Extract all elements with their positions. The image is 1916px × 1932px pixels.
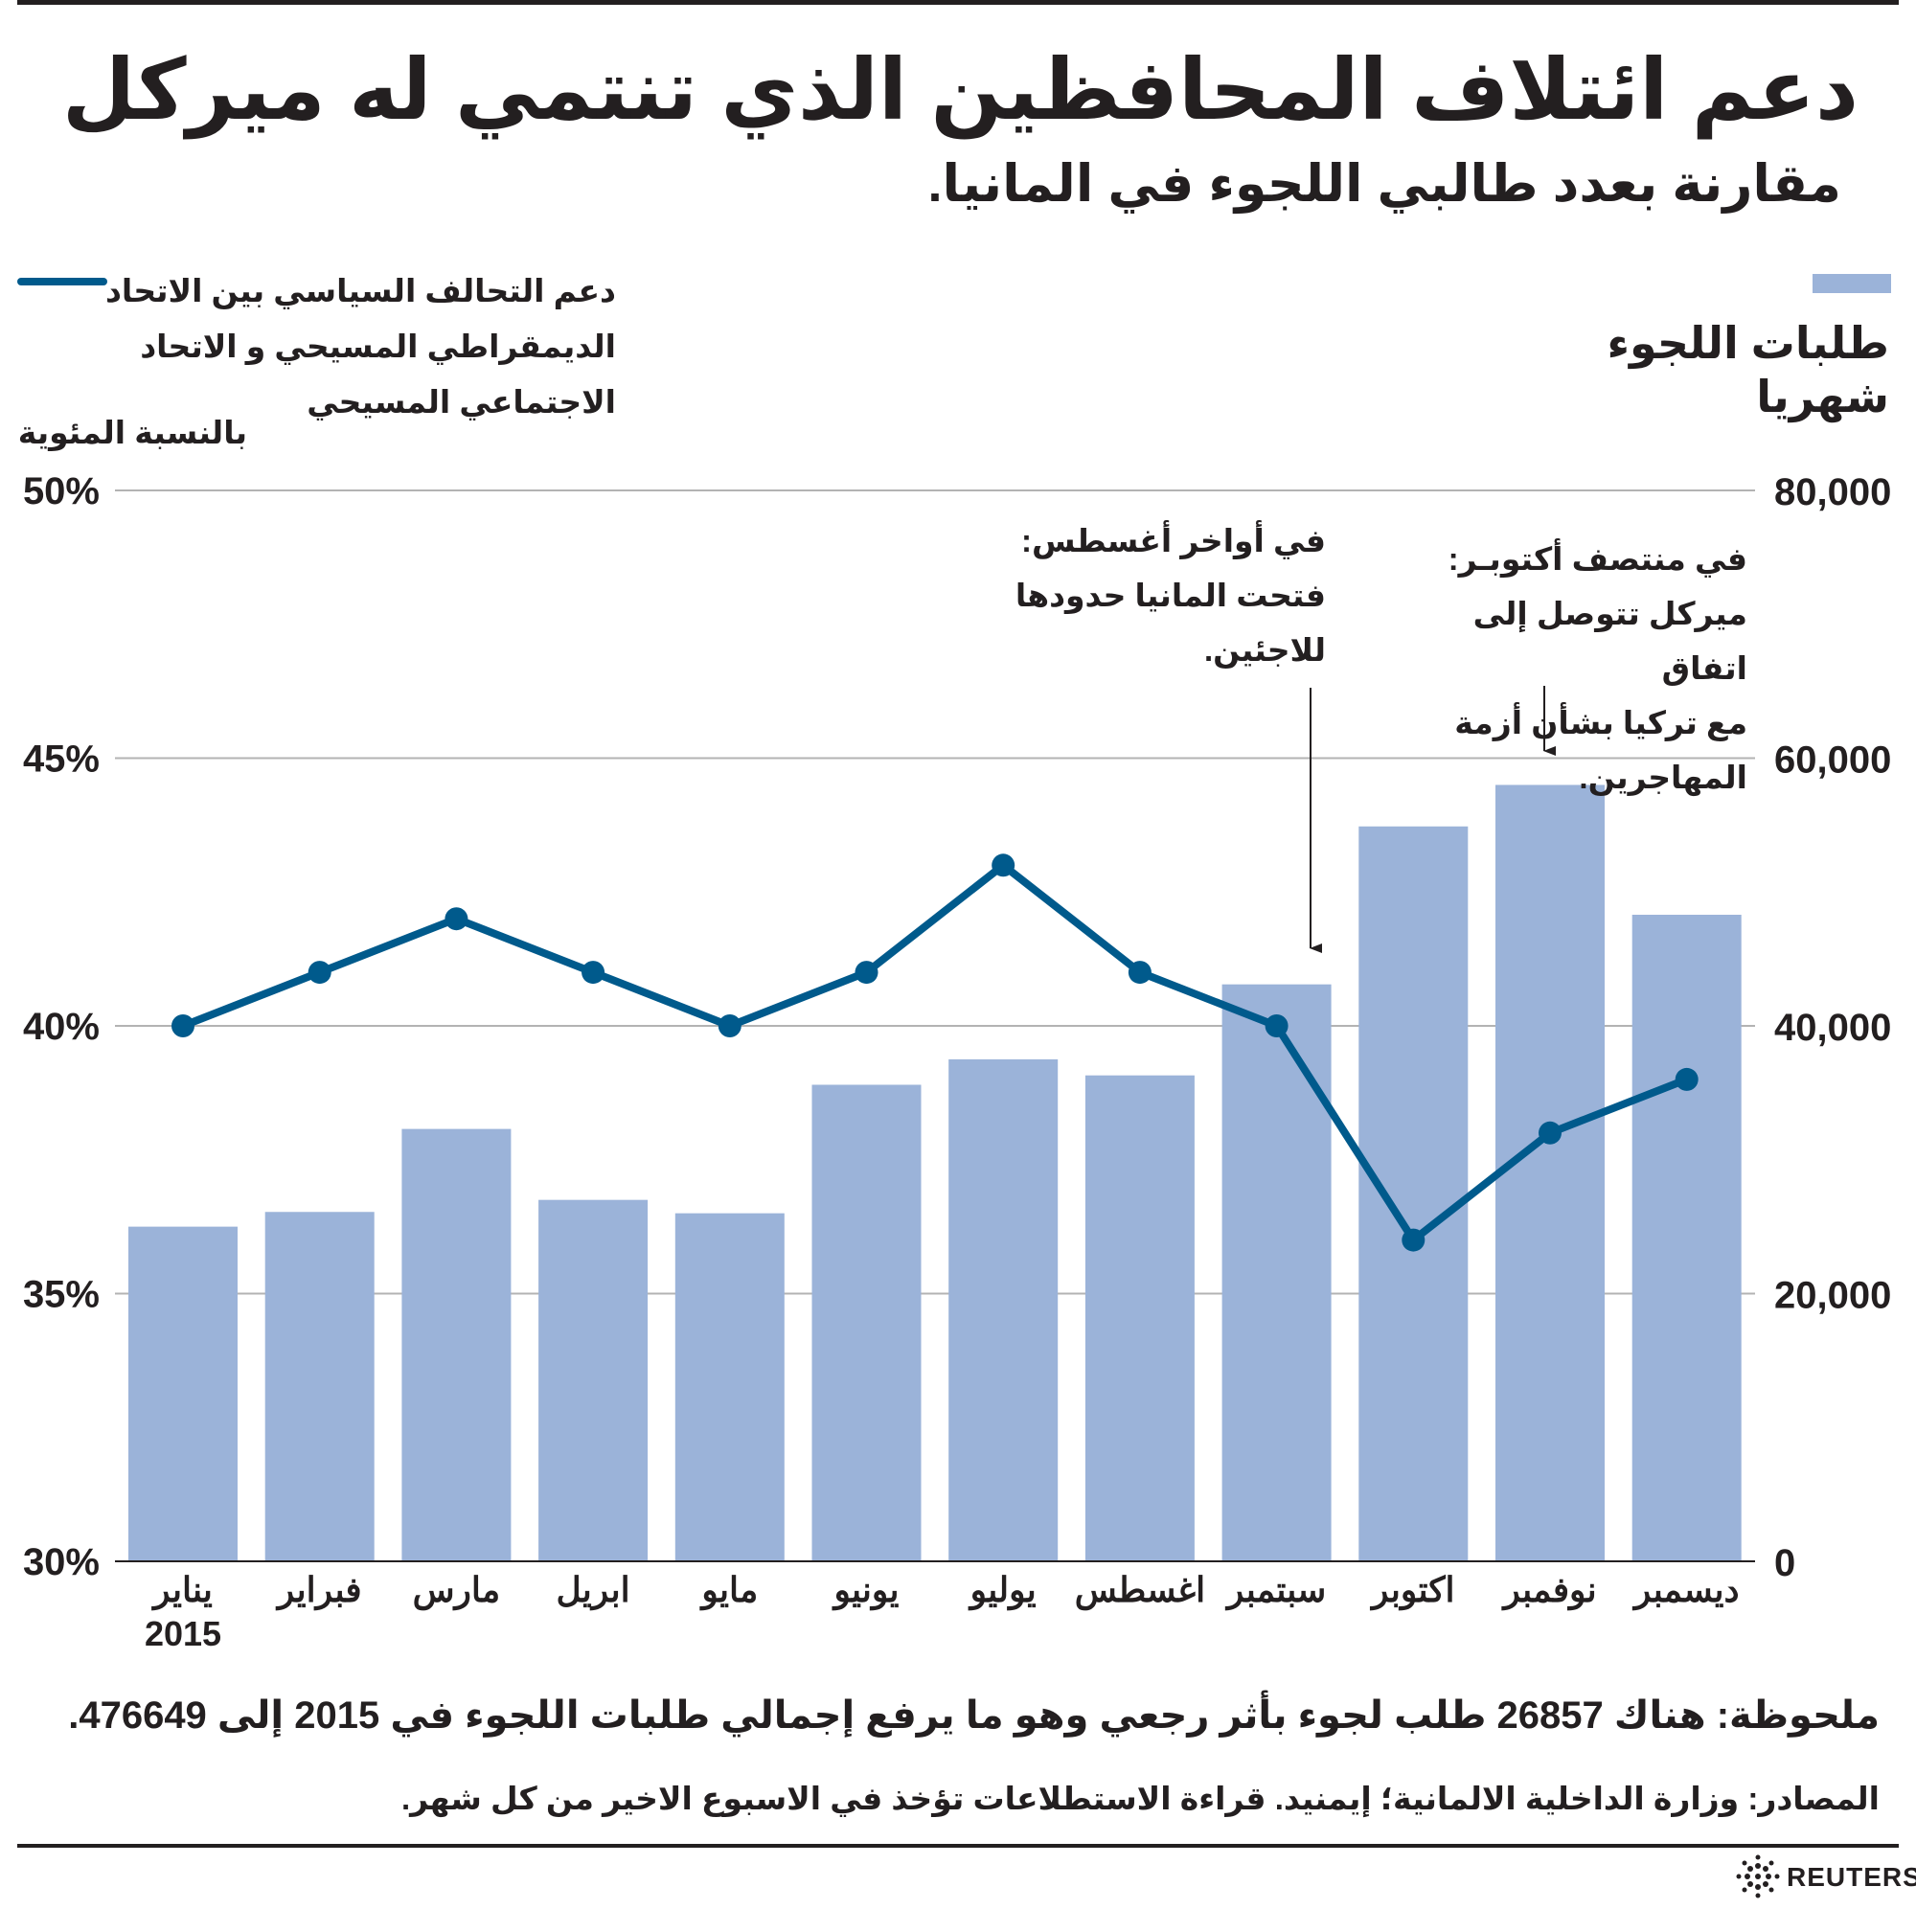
month-label: مارس (413, 1570, 501, 1611)
x-axis-labels: يناير فبراير مارس ابريل مايو يونيو يوليو اغسطس س… (145, 1570, 1740, 1653)
legend-bar-swatch (1813, 274, 1891, 293)
month-label: سبتمبر (1224, 1570, 1326, 1611)
chart-title: دعم ائتلاف المحافظين الذي تنتمي له ميركل (61, 42, 1859, 137)
legend-bar-label: طلبات اللجوء شهريا (1607, 318, 1890, 421)
month-label: اكتوبر (1369, 1570, 1454, 1611)
bar-9 (1221, 984, 1332, 1561)
left-axis: 30% 35% 40% 45% 50% (23, 470, 100, 1583)
year-label: 2015 (145, 1614, 221, 1653)
left-axis-unit: بالنسبة المئوية (17, 415, 247, 450)
bar-7 (948, 1058, 1059, 1561)
top-rule (17, 0, 1899, 5)
month-label: ديسمبر (1631, 1570, 1740, 1611)
bar-11 (1495, 784, 1605, 1561)
support-point-2 (308, 961, 331, 985)
left-tick-label: 40% (23, 1006, 100, 1048)
bottom-rule (17, 1844, 1899, 1848)
support-point-1 (171, 1014, 194, 1037)
support-point-10 (1402, 1228, 1426, 1252)
bar-2 (264, 1212, 375, 1561)
month-label: فبراير (275, 1570, 362, 1611)
month-label: مايو (698, 1570, 758, 1611)
bar-4 (538, 1199, 649, 1561)
support-line-path (181, 861, 1689, 1244)
left-tick-label: 35% (23, 1274, 100, 1316)
bar-12 (1631, 915, 1742, 1561)
right-tick-label: 60,000 (1774, 739, 1891, 782)
support-point-11 (1539, 1121, 1562, 1145)
support-line (171, 853, 1699, 1252)
bar-10 (1358, 826, 1469, 1561)
support-point-5 (718, 1014, 741, 1037)
support-point-7 (992, 853, 1015, 877)
chart: 30% 35% 40% 45% 50% 0 20,000 40,000 60,000 80,00… (23, 470, 1891, 1653)
support-point-6 (855, 961, 878, 985)
chart-subtitle: مقارنة بعدد طالبي اللجوء في المانيا. (927, 155, 1841, 213)
month-label: يوليو (968, 1570, 1037, 1611)
support-point-9 (1265, 1014, 1289, 1037)
right-tick-label: 80,000 (1774, 471, 1891, 513)
right-tick-label: 0 (1774, 1542, 1795, 1584)
support-point-8 (1128, 961, 1152, 985)
bar-8 (1084, 1075, 1195, 1561)
bar-3 (401, 1128, 512, 1561)
left-tick-label: 30% (23, 1541, 100, 1583)
month-label: يونيو (831, 1570, 899, 1611)
month-label: يناير (150, 1570, 213, 1611)
annotation-august: في أواخر أغسطس: فتحت المانيا حدودها للاج… (1015, 523, 1326, 668)
bar-5 (674, 1213, 785, 1561)
annotation-arrows (1310, 686, 1556, 953)
bar-6 (811, 1084, 922, 1561)
reuters-brand-name: REUTERS (1787, 1862, 1916, 1892)
bar-1 (128, 1226, 238, 1561)
reuters-logo-icon (1736, 1854, 1780, 1898)
legend-line-swatch (17, 278, 107, 285)
footnote: ملحوظة: هناك 26857 طلب لجوء بأثر رجعي وه… (68, 1694, 1880, 1737)
support-point-12 (1675, 1067, 1699, 1091)
annotation-october: في منتصف أكتوبـر: ميركل تتوصل إلى اتفاق … (1448, 541, 1747, 795)
sources: المصادر: وزارة الداخلية الالمانية؛ إيمني… (400, 1781, 1880, 1816)
month-label: اغسطس (1075, 1570, 1205, 1611)
month-label: نوفمبر (1500, 1570, 1596, 1611)
left-tick-label: 50% (23, 470, 100, 512)
right-tick-label: 20,000 (1774, 1275, 1891, 1317)
legend-line-label: دعم التحالف السياسي بين الاتحاد الديمقرا… (105, 273, 616, 420)
reuters-logo: REUTERS (1734, 1852, 1916, 1900)
support-point-4 (582, 961, 605, 985)
support-point-3 (445, 907, 468, 931)
right-tick-label: 40,000 (1774, 1007, 1891, 1049)
right-axis: 0 20,000 40,000 60,000 80,000 (1774, 471, 1891, 1584)
left-tick-label: 45% (23, 739, 100, 781)
month-label: ابريل (557, 1570, 630, 1611)
bars (115, 784, 1755, 1562)
